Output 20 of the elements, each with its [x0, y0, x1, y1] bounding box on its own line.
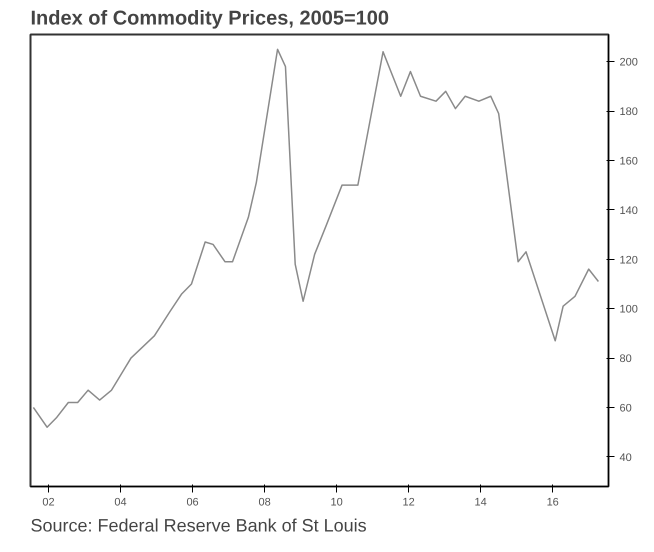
- x-tick-label: 02: [42, 496, 55, 508]
- y-tick-label: 160: [620, 155, 638, 168]
- x-tick-label: 04: [114, 496, 127, 508]
- y-tick-label: 80: [620, 353, 632, 366]
- x-tick-label: 08: [258, 496, 271, 508]
- y-tick-label: 120: [620, 254, 638, 266]
- x-tick-label: 16: [546, 496, 559, 508]
- y-tick-label: 200: [620, 56, 638, 69]
- y-tick-label: 180: [620, 106, 638, 118]
- y-tick-label: 100: [620, 304, 638, 316]
- x-tick-label: 10: [330, 496, 343, 508]
- y-tick-label: 140: [620, 204, 638, 217]
- x-tick-label: 12: [402, 496, 415, 508]
- x-tick-label: 14: [474, 496, 487, 508]
- source-note: Source: Federal Reserve Bank of St Louis: [30, 516, 367, 536]
- y-tick-label: 40: [620, 452, 632, 464]
- x-tick-label: 06: [186, 496, 199, 508]
- chart-title: Index of Commodity Prices, 2005=100: [30, 8, 389, 30]
- y-tick-label: 60: [620, 402, 632, 414]
- line-series: [32, 48, 600, 428]
